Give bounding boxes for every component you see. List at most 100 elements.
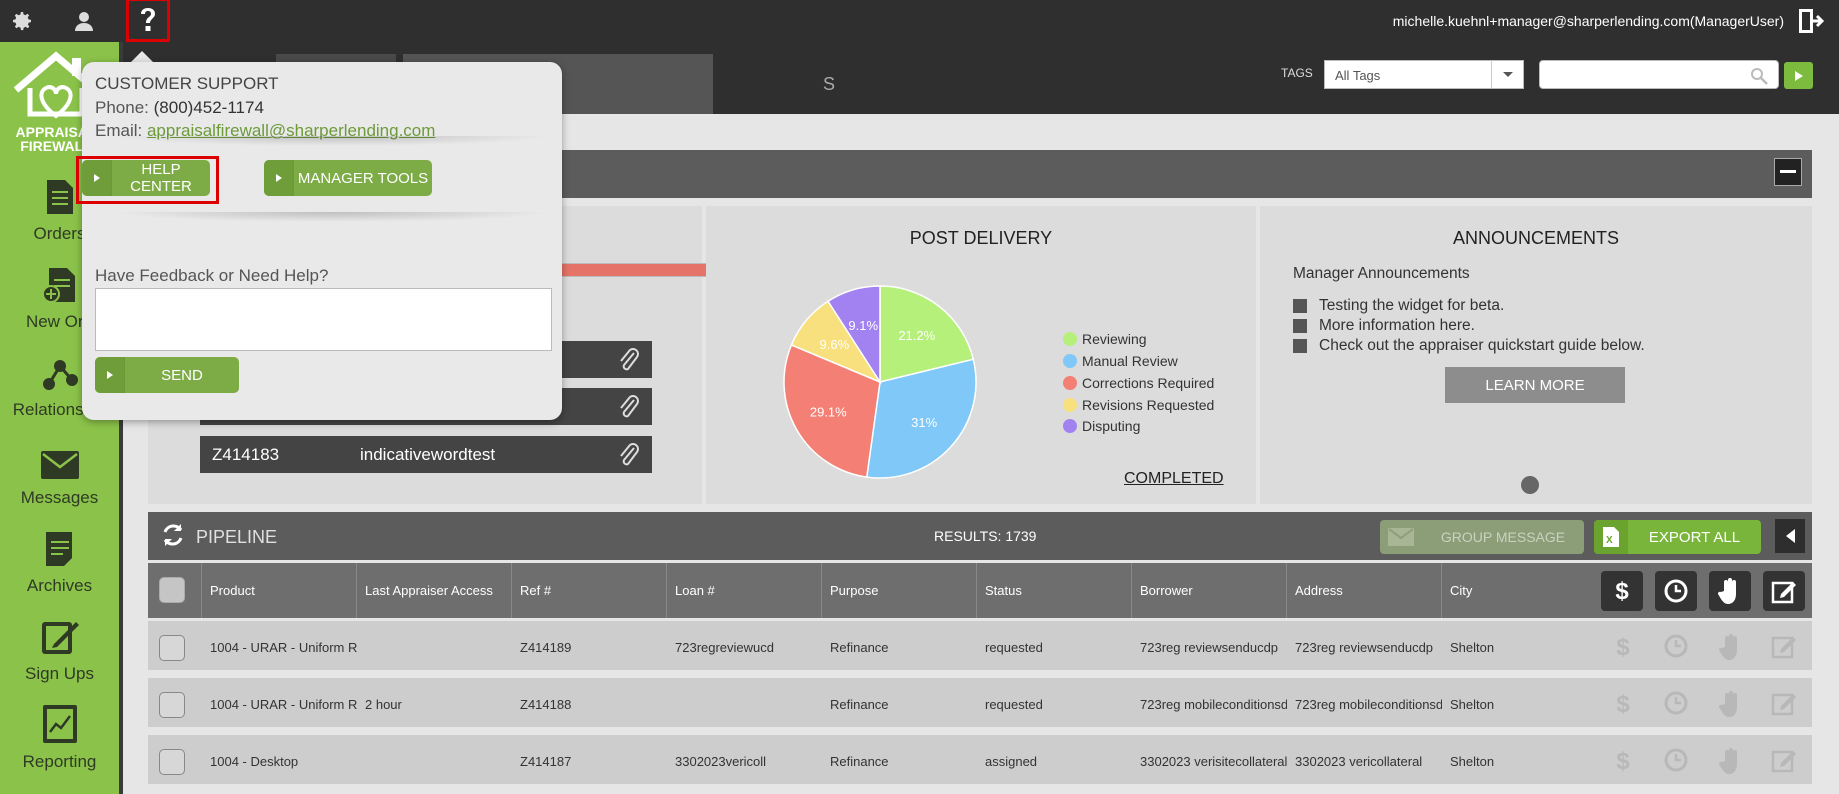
tags-select[interactable]: All Tags	[1324, 60, 1524, 89]
search-submit-button[interactable]	[1784, 62, 1813, 89]
paperclip-icon[interactable]	[618, 347, 640, 378]
col-loan[interactable]: Loan #	[667, 563, 822, 618]
post-delivery-title: POST DELIVERY	[909, 228, 1053, 248]
svg-text:$: $	[1615, 578, 1629, 605]
dollar-icon[interactable]: $	[1614, 633, 1632, 664]
table-row[interactable]: 1004 - URAR - Uniform Res Z414189 723regre…	[148, 621, 1812, 674]
nav-sign-ups[interactable]: Sign Ups	[0, 604, 119, 692]
table-row[interactable]: 1004 - Desktop Z414187 3302023vericoll Refi…	[148, 735, 1812, 788]
legend-label: Corrections Required	[1082, 375, 1215, 391]
manager-tools-button[interactable]: MANAGER TOOLS	[264, 160, 432, 196]
clock-icon[interactable]	[1663, 690, 1689, 719]
nav-archives[interactable]: Archives	[0, 516, 119, 604]
support-email-link[interactable]: appraisalfirewall@sharperlending.com	[146, 121, 436, 140]
help-center-button[interactable]: HELP CENTER	[82, 160, 210, 196]
completed-link[interactable]: COMPLETED	[1124, 470, 1224, 487]
export-all-button[interactable]: X EXPORT ALL	[1594, 520, 1761, 554]
nav-label: New Ord	[25, 312, 94, 331]
edit-icon[interactable]	[1771, 690, 1797, 719]
pie-slice[interactable]	[879, 285, 975, 383]
bullet-icon	[1293, 299, 1307, 313]
collapse-left-button[interactable]	[1775, 519, 1805, 553]
paperclip-icon[interactable]	[618, 394, 640, 425]
nav-label: Archives	[26, 576, 93, 595]
logout-icon[interactable]	[1797, 8, 1827, 39]
legend-item[interactable]: Disputing	[1063, 418, 1140, 434]
help-icon[interactable]	[126, 0, 170, 42]
feedback-textarea[interactable]	[95, 288, 552, 351]
group-message-button[interactable]: GROUP MESSAGE	[1380, 520, 1584, 554]
svg-text:FIREWALL: FIREWALL	[20, 138, 92, 154]
cell-city: Shelton	[1450, 754, 1495, 769]
pie-label: 9.1%	[848, 318, 878, 333]
edit-icon[interactable]	[1771, 633, 1797, 662]
document-icon	[46, 180, 73, 214]
cell-purpose: Refinance	[830, 697, 889, 712]
legend-item[interactable]: Manual Review	[1063, 353, 1178, 369]
nav-messages[interactable]: Messages	[0, 428, 119, 516]
cell-ref: Z414188	[520, 697, 572, 712]
search-icon[interactable]	[1750, 67, 1768, 90]
announcements-subtitle: Manager Announcements	[1293, 265, 1470, 282]
carousel-dot[interactable]	[1521, 476, 1539, 494]
cell-borrower: 723reg reviewsenducdp	[1140, 640, 1279, 655]
hand-icon[interactable]	[1718, 633, 1743, 664]
legend-item[interactable]: Corrections Required	[1063, 375, 1214, 391]
pie-slice[interactable]	[865, 358, 977, 479]
table-row[interactable]: 1004 - URAR - Uniform Res 2 hour Z414188 Re…	[148, 678, 1812, 731]
dollar-icon[interactable]: $	[1601, 571, 1643, 611]
paperclip-icon[interactable]	[618, 442, 640, 473]
gear-icon[interactable]	[8, 7, 36, 35]
announcement-item: Check out the appraiser quickstart guide…	[1293, 337, 1645, 355]
hand-icon[interactable]	[1718, 747, 1743, 778]
clock-icon[interactable]	[1663, 747, 1689, 776]
hand-icon[interactable]	[1718, 690, 1743, 721]
learn-more-button[interactable]: LEARN MORE	[1445, 367, 1625, 403]
clock-icon[interactable]	[1655, 571, 1697, 611]
chevron-down-icon[interactable]	[1491, 61, 1523, 88]
row-checkbox[interactable]	[159, 749, 185, 775]
col-status[interactable]: Status	[977, 563, 1132, 618]
order-row[interactable]: Z414183 indicativewordtest	[200, 436, 652, 473]
send-button[interactable]: SEND	[95, 357, 239, 393]
legend-swatch	[1063, 332, 1077, 346]
nav-new-order[interactable]: New Ord	[0, 252, 119, 340]
cell-status: requested	[985, 697, 1043, 712]
play-icon	[264, 160, 294, 196]
play-icon	[82, 160, 112, 196]
dollar-icon[interactable]: $	[1614, 690, 1632, 721]
col-ref[interactable]: Ref #	[512, 563, 667, 618]
search-input[interactable]	[1539, 60, 1779, 89]
legend-item[interactable]: Reviewing	[1063, 331, 1147, 347]
nav-reporting[interactable]: Reporting	[0, 692, 119, 780]
hand-icon[interactable]	[1709, 571, 1751, 611]
results-count: RESULTS: 1739	[934, 528, 1037, 544]
refresh-icon[interactable]	[160, 522, 186, 553]
pie-label: 9.6%	[820, 337, 850, 352]
svg-text:X: X	[1606, 535, 1613, 546]
pie-slice[interactable]	[827, 285, 881, 385]
col-product[interactable]: Product	[202, 563, 357, 618]
dollar-icon[interactable]: $	[1614, 747, 1632, 778]
nav-label: Messages	[20, 488, 99, 507]
user-icon[interactable]	[70, 7, 98, 35]
nav-orders[interactable]: Orders	[0, 164, 119, 252]
edit-icon[interactable]	[1771, 747, 1797, 776]
clock-icon[interactable]	[1663, 633, 1689, 662]
select-all-checkbox[interactable]	[159, 577, 185, 603]
envelope-icon	[40, 451, 79, 479]
legend-item[interactable]: Revisions Requested	[1063, 397, 1214, 413]
legend-swatch	[1063, 376, 1077, 390]
col-borrower[interactable]: Borrower	[1132, 563, 1287, 618]
cell-address: 723reg mobileconditionsd	[1295, 697, 1442, 712]
col-city[interactable]: City	[1450, 583, 1473, 598]
row-checkbox[interactable]	[159, 692, 185, 718]
col-purpose[interactable]: Purpose	[822, 563, 977, 618]
col-last-access[interactable]: Last Appraiser Access	[357, 563, 512, 618]
col-address[interactable]: Address	[1287, 563, 1442, 618]
play-icon	[95, 357, 125, 393]
edit-icon[interactable]	[1763, 571, 1805, 611]
row-checkbox[interactable]	[159, 635, 185, 661]
collapse-button[interactable]	[1774, 158, 1802, 186]
pie-slice[interactable]	[783, 344, 881, 478]
